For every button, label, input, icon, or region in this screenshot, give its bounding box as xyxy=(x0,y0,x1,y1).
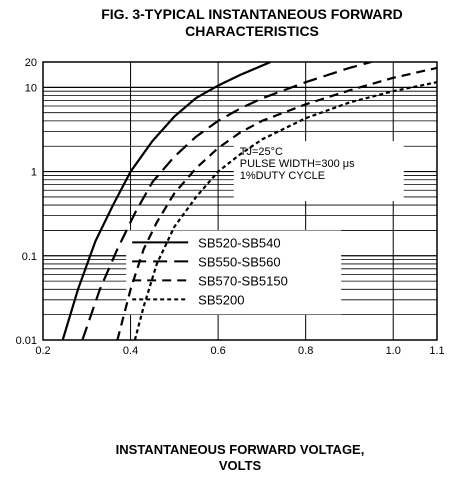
annotation-line: 1%DUTY CYCLE xyxy=(240,170,325,182)
y-tick-label: 0.1 xyxy=(22,251,37,263)
y-tick-label: 0.01 xyxy=(16,335,37,347)
series-line-sb570-sb5150 xyxy=(116,66,437,340)
x-axis-label: INSTANTANEOUS FORWARD VOLTAGE, VOLTS xyxy=(40,442,440,474)
annotation-box xyxy=(233,141,404,202)
chart-title-line1: FIG. 3-TYPICAL INSTANTANEOUS FORWARD xyxy=(101,6,403,22)
series-line-sb550-sb560 xyxy=(81,62,372,340)
legend-label: SB520-SB540 xyxy=(198,235,280,250)
series-line-sb520-sb540 xyxy=(61,62,272,340)
y-tick-label: 10 xyxy=(25,82,37,94)
x-axis-label-line1: INSTANTANEOUS FORWARD VOLTAGE, xyxy=(115,442,365,457)
chart-title: FIG. 3-TYPICAL INSTANTANEOUS FORWARD CHA… xyxy=(52,6,452,40)
series-line-sb5200 xyxy=(133,81,437,340)
chart-title-line2: CHARACTERISTICS xyxy=(185,23,319,39)
x-tick-label: 1.0 xyxy=(386,345,401,357)
y-tick-label: 1 xyxy=(31,167,37,179)
x-axis-label-line2: VOLTS xyxy=(218,458,262,473)
x-tick-label: 1.1 xyxy=(429,345,444,357)
annotation-line: TJ=25°C xyxy=(240,146,283,158)
plot-border xyxy=(42,61,438,341)
annotation-line: PULSE WIDTH=300 μs xyxy=(240,158,355,170)
x-tick-label: 0.6 xyxy=(210,345,225,357)
legend-label: SB5200 xyxy=(198,292,244,307)
x-tick-label: 0.8 xyxy=(298,345,313,357)
x-tick-label: 0.2 xyxy=(35,345,50,357)
legend-label: SB570-SB5150 xyxy=(198,273,288,288)
legend-label: SB550-SB560 xyxy=(198,254,280,269)
x-tick-label: 0.4 xyxy=(123,345,138,357)
y-tick-label: 20 xyxy=(25,57,37,69)
